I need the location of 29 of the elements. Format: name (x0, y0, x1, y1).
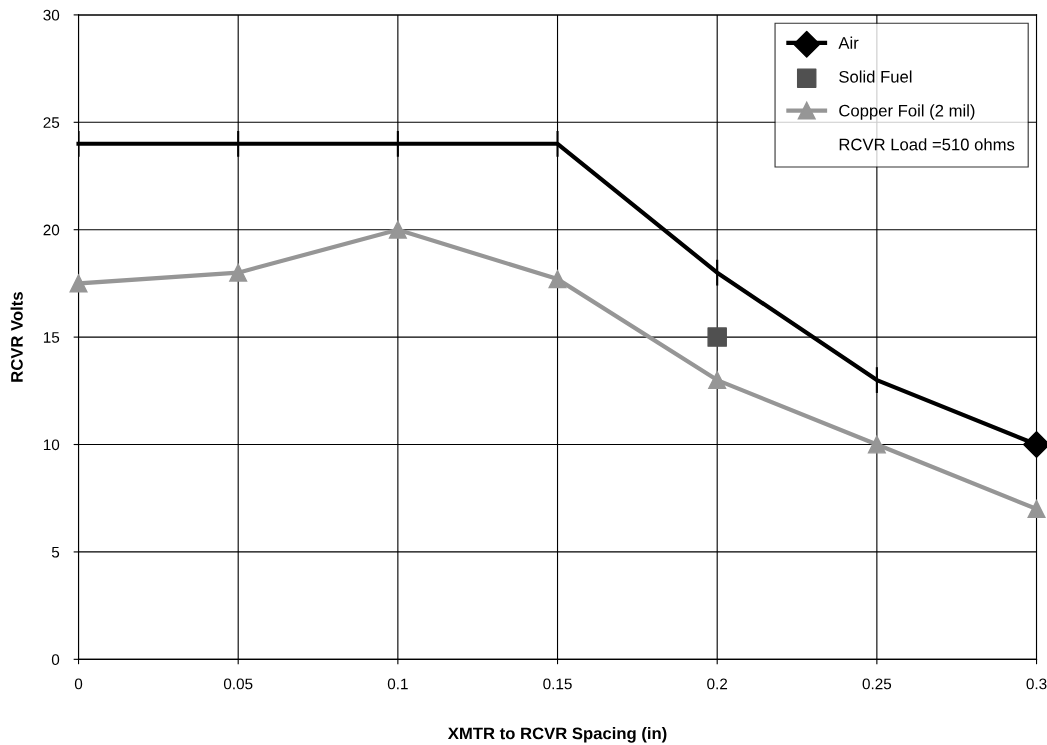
y-tick-label: 30 (43, 9, 60, 21)
point (708, 371, 727, 390)
legend-label: Air (838, 36, 859, 49)
x-tick-label: 0.1 (387, 678, 408, 690)
x-tick-label: 0 (74, 678, 83, 690)
point (1027, 499, 1046, 518)
point (69, 274, 88, 293)
x-axis-title: XMTR to RCVR Spacing (in) (447, 727, 667, 743)
y-tick-label: 20 (43, 224, 60, 236)
x-tick-label: 0.25 (862, 678, 892, 690)
y-tick-label: 25 (43, 117, 60, 128)
point (1023, 431, 1047, 459)
legend-label: Copper Foil (2 mil) (839, 104, 975, 120)
y-tick-label: 10 (43, 439, 60, 451)
annotation: RCVR Load =510 ohms (839, 138, 1015, 151)
x-tick-label: 0.3 (1026, 678, 1047, 690)
y-tick-label: 15 (43, 332, 60, 343)
y-tick-label: 5 (51, 546, 60, 558)
y-tick-label: 0 (51, 654, 60, 666)
point (867, 435, 886, 454)
x-tick-label: 0.05 (223, 678, 253, 690)
point (548, 270, 567, 289)
x-tick-label: 0.15 (543, 678, 572, 690)
point (388, 220, 407, 239)
x-tick-label: 0.2 (707, 678, 728, 690)
y-axis-title: RCVR Volts (10, 292, 23, 382)
point (229, 263, 248, 282)
point (707, 327, 727, 347)
legend-label: Solid Fuel (839, 70, 912, 83)
